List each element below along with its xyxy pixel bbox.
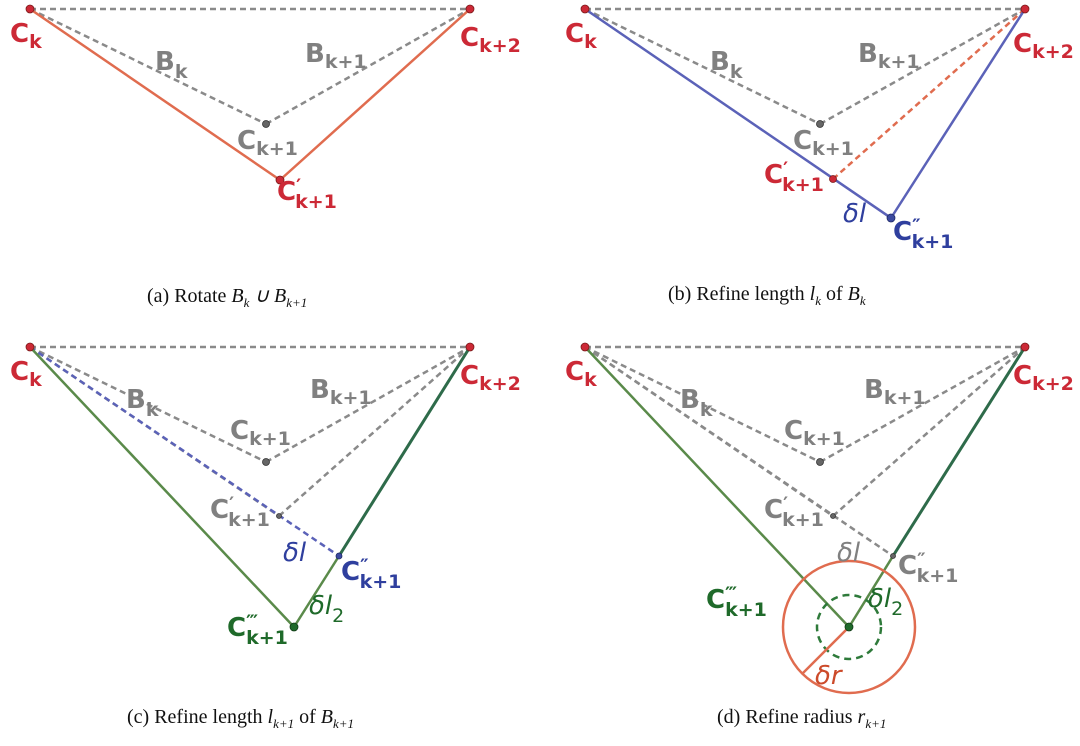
panel-c: Ck Ck+2 Bk Bk+1 Ck+1 C′ k+1 δl C″ k+1 δl2 … bbox=[10, 342, 521, 649]
panel-a-point-ck1-prime bbox=[275, 175, 285, 185]
panel-c-label-ck2: Ck+2 bbox=[460, 361, 521, 395]
panel-c-label-ck: Ck bbox=[10, 357, 42, 391]
panel-c-label-ck1: Ck+1 bbox=[230, 416, 291, 450]
panel-d-label-delta-l: δl bbox=[837, 538, 861, 568]
panel-d-point-ck1 bbox=[816, 458, 824, 466]
panel-c-point-ck2 bbox=[465, 342, 475, 352]
panel-d-label-ck2: Ck+2 bbox=[1013, 361, 1074, 395]
panel-a-label-ck: Ck bbox=[10, 19, 42, 53]
panel-b-dashed-bk1 bbox=[819, 7, 1026, 126]
panel-d-label-ck1-tprime: C‴ k+1 bbox=[706, 583, 767, 621]
panel-d-label-bk: Bk bbox=[680, 385, 713, 421]
panel-c-label-ck1-tprime: C‴ k+1 bbox=[227, 611, 288, 649]
panel-b-solid-ck-c1pp bbox=[584, 7, 892, 220]
panel-b-label-ck1-prime: C′ k+1 bbox=[764, 158, 824, 196]
panel-b-point-ck1-prime bbox=[829, 175, 837, 183]
panel-d-outer-circle bbox=[781, 559, 917, 695]
panel-a-solid-ck-c1p bbox=[29, 7, 281, 182]
panel-c-solid-c1ppp-c1pp bbox=[292, 555, 341, 628]
panel-d-label-bk1: Bk+1 bbox=[864, 375, 926, 409]
panel-d-label-ck1-prime: C′ k+1 bbox=[764, 493, 824, 531]
panel-a-dashed-bk1 bbox=[265, 7, 471, 126]
panel-b-point-ck bbox=[580, 4, 590, 14]
panel-c-label-bk: Bk bbox=[126, 385, 159, 421]
caption-d: (d) Refine radius rk+1 bbox=[717, 706, 886, 732]
panel-b-dashed-bk bbox=[584, 7, 821, 126]
panel-a-point-ck2 bbox=[465, 4, 475, 14]
panel-c-label-delta-l: δl bbox=[283, 538, 307, 568]
panel-d-label-delta-l2: δl2 bbox=[868, 584, 903, 620]
caption-b: (b) Refine length lk of Bk bbox=[668, 283, 866, 308]
panel-d-radius-line bbox=[801, 626, 850, 675]
panel-b-label-bk1: Bk+1 bbox=[858, 39, 920, 73]
panel-d-solid-c1pp-ck2 bbox=[891, 346, 1027, 557]
panel-b-label-ck2: Ck+2 bbox=[1013, 29, 1074, 63]
panel-c-point-ck1-prime bbox=[276, 513, 282, 519]
panel-d-label-delta-r: δr bbox=[815, 661, 844, 691]
panel-c-label-delta-l2: δl2 bbox=[309, 591, 344, 627]
panel-a-point-ck bbox=[25, 4, 35, 14]
panel-a-point-ck1 bbox=[262, 120, 270, 128]
panel-c-solid-c1pp-ck2 bbox=[337, 346, 472, 557]
panel-d-inner-circle bbox=[815, 593, 883, 661]
caption-a-math: Bk ∪ Bk+1 bbox=[231, 285, 308, 310]
caption-c: (c) Refine length lk+1 of Bk+1 bbox=[127, 706, 355, 731]
panel-a-label-bk: Bk bbox=[155, 47, 188, 83]
panel-a-label-ck2: Ck+2 bbox=[460, 23, 521, 57]
panel-b-point-ck1 bbox=[816, 120, 824, 128]
caption-a: (a) Rotate Bk ∪ Bk+1 bbox=[147, 283, 307, 311]
panel-b-label-ck1: Ck+1 bbox=[793, 126, 854, 160]
panel-c-point-ck1-dprime bbox=[335, 552, 343, 560]
panel-c-label-ck1-prime: C′ k+1 bbox=[210, 493, 270, 531]
panel-b-point-ck2 bbox=[1020, 4, 1030, 14]
panel-d-label-ck: Ck bbox=[565, 357, 597, 391]
panel-d-solid-ck-c1ppp bbox=[584, 346, 850, 628]
panel-b-dashed-orange bbox=[832, 8, 1026, 180]
panel-a-label-bk1: Bk+1 bbox=[305, 39, 367, 73]
panel-b-label-delta-l: δl bbox=[843, 199, 867, 229]
caption-b-math: lk bbox=[809, 283, 821, 308]
panel-c-point-ck1 bbox=[262, 458, 270, 466]
panel-c-point-ck bbox=[25, 342, 35, 352]
panel-a-dashed-bk bbox=[29, 7, 267, 126]
panel-b: Ck Ck+2 Bk Bk+1 Ck+1 C′ k+1 δl C″ k+1 bbox=[565, 4, 1074, 253]
panel-c-dashed-bk1 bbox=[265, 345, 471, 464]
caption-d-math: rk+1 bbox=[857, 706, 887, 731]
panel-c-dashed-bk bbox=[29, 345, 267, 464]
panel-c-solid-ck-c1ppp bbox=[29, 346, 295, 628]
panel-a-solid-c1p-ck2 bbox=[279, 8, 471, 181]
caption-a-prefix: (a) Rotate bbox=[147, 285, 232, 307]
panel-b-label-bk: Bk bbox=[710, 47, 743, 83]
panel-d-point-ck1-tprime bbox=[844, 622, 854, 632]
panel-b-label-ck: Ck bbox=[565, 19, 597, 53]
panel-c-dashed-c1p-ck2 bbox=[278, 346, 471, 517]
panel-b-point-ck1-dprime bbox=[886, 213, 896, 223]
panel-d-label-ck1-dprime: C″ k+1 bbox=[898, 549, 958, 587]
panel-d-dashed-bk bbox=[584, 345, 821, 464]
panel-a-label-ck1-prime: C′ k+1 bbox=[277, 175, 337, 213]
panel-c-dashed-blue bbox=[29, 345, 340, 558]
panel-d-solid-c1ppp-c1pp bbox=[847, 555, 895, 628]
panel-d-point-ck1-prime bbox=[830, 513, 836, 519]
panel-c-label-bk1: Bk+1 bbox=[310, 375, 372, 409]
caption-c-math: lk+1 bbox=[267, 706, 295, 731]
panel-a: Ck Ck+2 Bk Bk+1 Ck+1 C′ k+1 bbox=[10, 4, 521, 213]
panel-b-label-ck1-dprime: C″ k+1 bbox=[893, 215, 953, 253]
panel-d-label-ck1: Ck+1 bbox=[784, 416, 845, 450]
panel-d: Ck Ck+2 Bk Bk+1 Ck+1 C′ k+1 δl C″ k+1 δl2 … bbox=[565, 342, 1074, 695]
panel-a-label-ck1: Ck+1 bbox=[237, 126, 298, 160]
panel-d-dashed-bk1 bbox=[819, 345, 1026, 464]
panel-d-point-ck1-dprime bbox=[890, 553, 896, 559]
panel-d-point-ck bbox=[580, 342, 590, 352]
panel-c-label-ck1-dprime: C″ k+1 bbox=[341, 555, 401, 593]
panel-b-solid-c1pp-ck2 bbox=[889, 8, 1027, 219]
panel-c-point-ck1-tprime bbox=[289, 622, 299, 632]
caption-b-prefix: (b) Refine length bbox=[668, 283, 810, 305]
caption-d-prefix: (d) Refine radius bbox=[717, 706, 858, 728]
panel-d-point-ck2 bbox=[1020, 342, 1030, 352]
panel-d-dashed-ck-c1pp bbox=[584, 345, 894, 558]
panel-d-dashed-c1p-ck2 bbox=[832, 346, 1026, 517]
caption-c-prefix: (c) Refine length bbox=[127, 706, 268, 728]
